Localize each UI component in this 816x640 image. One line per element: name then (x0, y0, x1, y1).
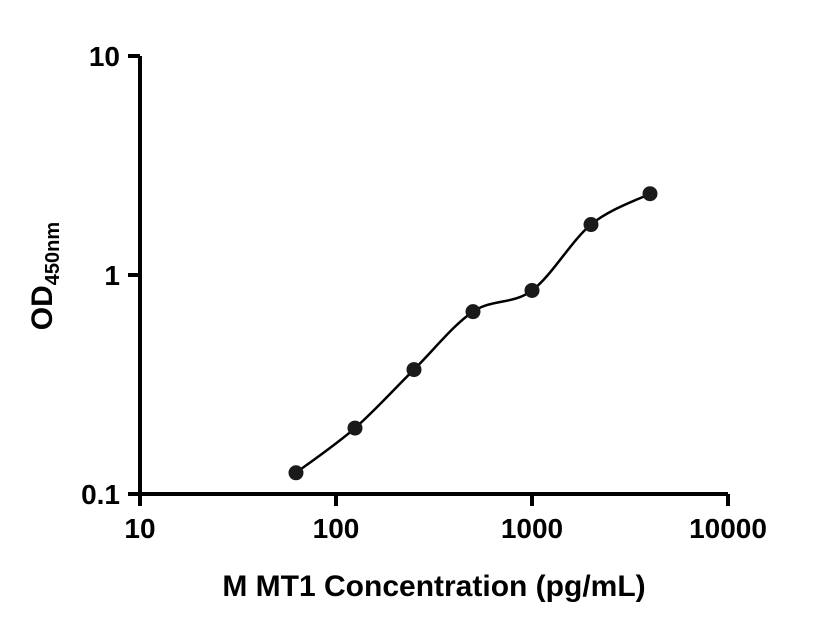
data-point (347, 420, 363, 436)
data-point (465, 304, 481, 320)
x-tick-label: 1000 (501, 513, 563, 544)
x-tick-label: 100 (313, 513, 360, 544)
axis-tick-labels: 10 100 1000 10000 0.1 1 10 (81, 41, 767, 544)
data-points (288, 186, 658, 481)
y-tick-label: 1 (104, 260, 120, 291)
x-axis-label: M MT1 Concentration (pg/mL) (222, 570, 645, 603)
x-tick-label: 10 (124, 513, 155, 544)
x-tick-label: 10000 (689, 513, 767, 544)
axis-ticks (128, 54, 730, 506)
axes (138, 56, 728, 496)
data-point (583, 217, 599, 233)
data-point (642, 186, 658, 202)
data-point (288, 465, 304, 481)
y-tick-label: 10 (89, 41, 120, 72)
y-axis-label-sub: 450nm (42, 222, 64, 285)
data-point (524, 282, 540, 298)
y-axis-label-main: OD (26, 285, 59, 330)
y-axis-label: OD450nm (26, 222, 64, 330)
data-point (406, 362, 422, 378)
y-tick-label: 0.1 (81, 479, 120, 510)
